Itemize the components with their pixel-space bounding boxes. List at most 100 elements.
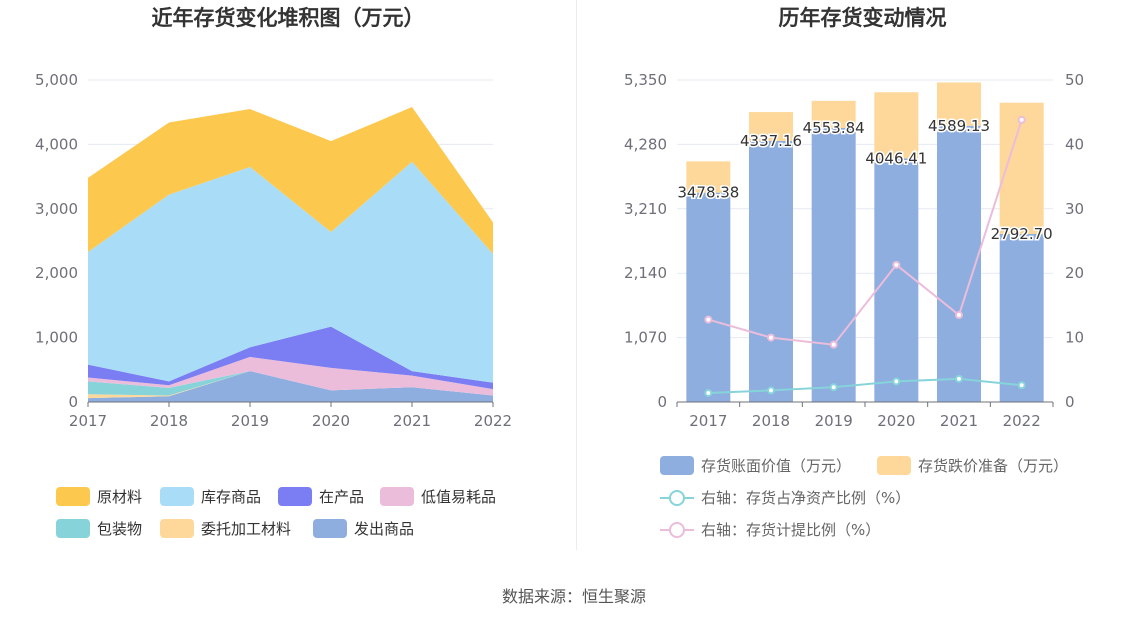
bar-impairment [811, 100, 856, 128]
legend-label: 包装物 [97, 520, 143, 538]
legend-label: 发出商品 [354, 520, 415, 538]
legend-swatch [660, 456, 694, 475]
left-legend-item[interactable]: 包装物 [56, 518, 142, 539]
legend-label: 库存商品 [201, 488, 262, 506]
bar-value-label: 3478.38 [677, 184, 739, 202]
bar-impairment [874, 92, 919, 159]
line-point-1 [955, 311, 963, 320]
bar-value-label: 4046.41 [865, 149, 927, 167]
legend-label: 低值易耗品 [421, 488, 497, 506]
right-x-tick-label: 2021 [940, 412, 978, 430]
legend-swatch [160, 519, 194, 538]
right-chart-title: 历年存货变动情况 [778, 6, 947, 30]
right-x-tick-label: 2018 [752, 412, 790, 430]
line-point-1 [704, 315, 713, 324]
line-series-1 [708, 119, 1023, 346]
left-legend-item[interactable]: 委托加工材料 [160, 518, 291, 539]
legend-swatch [313, 519, 347, 538]
area-series-6 [88, 107, 493, 254]
bar-impairment [686, 161, 731, 193]
line-point-0 [829, 383, 838, 392]
legend-label: 原材料 [97, 488, 143, 506]
stacked-area-panel: 近年存货变化堆积图（万元） 0 1,000 2,000 3,000 4,000 5,000… [0, 0, 576, 560]
area-series-1 [88, 371, 493, 399]
legend-swatch [877, 456, 911, 475]
left-y-tick-label: 1,000 [35, 329, 78, 347]
left-y-tick-label: 0 [68, 393, 78, 411]
right-y2-tick-label: 50 [1065, 71, 1084, 89]
line-point-0 [704, 388, 713, 397]
area-series-4 [88, 326, 493, 390]
left-y-tick-label: 5,000 [35, 71, 78, 89]
left-legend-item[interactable]: 在产品 [278, 486, 364, 507]
legend-label: 右轴：存货计提比例（%） [701, 521, 881, 539]
left-y-tick-label: 2,000 [35, 264, 78, 282]
right-legend-item[interactable]: 右轴：存货占净资产比例（%） [660, 487, 910, 508]
legend-swatch [160, 487, 194, 506]
left-x-tick-label: 2021 [393, 412, 431, 430]
left-x-tick-label: 2017 [69, 412, 107, 430]
line-point-0 [1017, 381, 1026, 390]
right-x-tick-label: 2022 [1003, 412, 1041, 430]
right-y-tick-label: 2,140 [624, 264, 667, 282]
bar-book-value [749, 140, 793, 402]
line-point-1 [767, 333, 775, 342]
legend-label: 存货账面价值（万元） [701, 457, 852, 475]
line-point-1 [1017, 115, 1026, 124]
legend-label: 在产品 [319, 488, 365, 506]
line-series-0 [708, 377, 1022, 394]
legend-swatch [278, 487, 312, 506]
legend-label: 右轴：存货占净资产比例（%） [701, 489, 911, 507]
line-point-1 [892, 260, 901, 269]
bar-book-value [999, 233, 1044, 402]
line-point-0 [955, 374, 963, 383]
left-x-tick-label: 2022 [474, 412, 512, 430]
left-legend-item[interactable]: 低值易耗品 [380, 486, 496, 507]
legend-swatch [56, 487, 90, 506]
legend-label: 存货跌价准备（万元） [918, 457, 1069, 475]
data-source-note: 数据来源：恒生聚源 [501, 587, 646, 606]
bar-book-value [874, 158, 919, 402]
panel-divider [576, 0, 577, 550]
area-series-3 [88, 356, 493, 396]
right-legend-item[interactable]: 存货账面价值（万元） [660, 455, 851, 476]
line-point-0 [767, 386, 775, 395]
left-legend-item[interactable]: 发出商品 [313, 518, 414, 539]
left-legend-item[interactable]: 库存商品 [160, 486, 261, 507]
bar-value-label: 2792.70 [991, 225, 1053, 243]
left-legend-item[interactable]: 原材料 [56, 486, 142, 507]
right-y2-tick-label: 0 [1065, 393, 1075, 411]
right-y-tick-label: 4,280 [624, 135, 667, 153]
right-legend-item[interactable]: 右轴：存货计提比例（%） [660, 519, 880, 540]
right-x-tick-label: 2017 [689, 412, 727, 430]
left-chart-title: 近年存货变化堆积图（万元） [151, 6, 425, 30]
bar-book-value [937, 125, 981, 402]
area-series-5 [88, 161, 493, 383]
right-y-tick-label: 1,070 [624, 329, 667, 347]
area-series-2 [88, 371, 493, 396]
legend-swatch [56, 519, 90, 538]
left-y-tick-label: 4,000 [35, 135, 78, 153]
right-y2-tick-label: 40 [1065, 135, 1084, 153]
area-series-0 [88, 371, 493, 402]
legend-line-symbol [660, 520, 694, 540]
stacked-area-chart: 0 1,000 2,000 3,000 4,000 5,000 2017 2018 2019 20… [35, 71, 512, 430]
line-point-1 [829, 340, 838, 349]
stacked-bar-line-chart: 0 1,070 2,140 3,210 4,280 5,350 0 10 20 30 40 50 201… [624, 71, 1084, 430]
right-y2-tick-label: 30 [1065, 200, 1084, 218]
left-x-tick-label: 2020 [312, 412, 350, 430]
legend-swatch [380, 487, 414, 506]
inventory-change-panel: 历年存货变动情况 0 1,070 2,140 3,210 4,280 5,350 0 10 20… [577, 0, 1148, 560]
bar-value-label: 4337.16 [740, 132, 802, 150]
bar-value-label: 4553.84 [803, 119, 865, 137]
right-legend-item[interactable]: 存货跌价准备（万元） [877, 455, 1068, 476]
right-y-tick-label: 5,350 [624, 71, 667, 89]
bar-book-value [811, 127, 856, 403]
legend-label: 委托加工材料 [201, 520, 292, 538]
left-y-tick-label: 3,000 [35, 200, 78, 218]
bar-impairment [937, 82, 981, 126]
right-y2-tick-label: 20 [1065, 264, 1084, 282]
right-y-tick-label: 3,210 [624, 200, 667, 218]
right-x-tick-label: 2020 [877, 412, 915, 430]
bar-impairment [749, 112, 793, 141]
